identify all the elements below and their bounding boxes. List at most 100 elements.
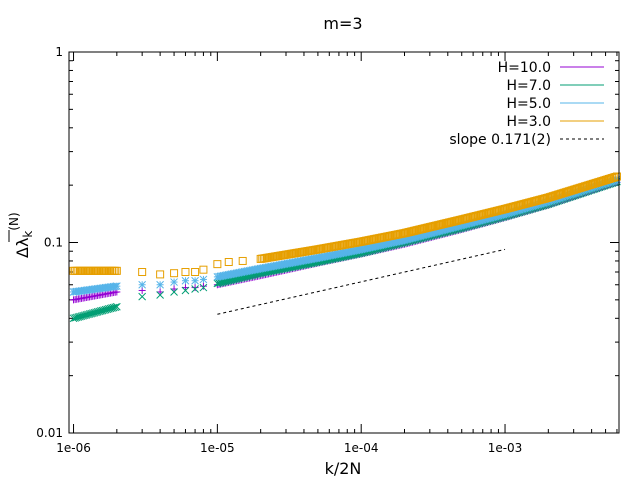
marker-stroke — [357, 245, 366, 254]
legend-label: H=10.0 — [498, 60, 551, 76]
marker-stroke — [191, 276, 199, 285]
y-tick-label: 0.1 — [44, 236, 63, 250]
y-tick-label: 1 — [55, 45, 63, 59]
data-point — [69, 314, 78, 323]
data-point — [199, 283, 208, 292]
series-layer — [69, 172, 621, 323]
marker-stroke — [156, 291, 164, 299]
data-point — [70, 296, 78, 304]
marker-box — [400, 229, 409, 238]
data-point — [213, 279, 222, 288]
data-point — [224, 258, 233, 267]
marker-stroke — [199, 283, 208, 292]
series-dense-band — [71, 173, 620, 275]
data-point — [612, 172, 621, 181]
marker-stroke — [69, 288, 78, 296]
data-point — [199, 265, 208, 274]
data-point — [181, 276, 190, 285]
y-axis-label-subscript: k — [21, 231, 35, 238]
data-point — [400, 229, 409, 238]
data-point — [501, 204, 510, 213]
data-point — [170, 288, 178, 296]
data-point — [181, 268, 190, 277]
data-point — [181, 286, 190, 295]
marker-box — [544, 193, 553, 202]
data-point — [191, 285, 199, 293]
marker-stroke — [69, 314, 78, 323]
marker-box — [156, 270, 165, 279]
marker-box — [191, 268, 200, 277]
marker-stroke — [191, 285, 199, 293]
marker-box — [138, 268, 147, 277]
marker-box — [224, 258, 233, 267]
data-point — [357, 245, 366, 254]
marker-box — [313, 245, 322, 254]
data-point — [213, 260, 222, 269]
data-point — [156, 280, 164, 289]
marker-stroke — [111, 303, 120, 312]
data-point — [138, 280, 147, 289]
series-dense-band — [71, 176, 620, 296]
marker-stroke — [181, 276, 190, 285]
marker-box — [612, 172, 621, 181]
legend: H=10.0 H=7.0 H=5.0 H=3.0 slope 0.171(2) — [449, 60, 604, 148]
x-tick-label: 1e-03 — [488, 441, 523, 455]
marker-stroke — [400, 236, 409, 244]
marker-box — [213, 260, 222, 269]
x-tick-label: 1e-05 — [200, 441, 235, 455]
data-point — [457, 215, 466, 224]
legend-label: H=3.0 — [506, 114, 551, 130]
data-point — [69, 288, 78, 296]
y-axis-label-superscript: (N) — [7, 212, 21, 230]
data-point — [191, 276, 199, 285]
marker-stroke — [181, 286, 190, 295]
data-point — [156, 291, 164, 299]
marker-box — [181, 268, 190, 277]
marker-box — [501, 204, 510, 213]
data-point — [238, 256, 247, 265]
series-H-3-0 — [69, 172, 621, 279]
y-tick-label: 0.01 — [36, 426, 63, 440]
marker-stroke — [213, 279, 222, 288]
marker-box — [238, 256, 247, 265]
data-point — [256, 264, 265, 273]
data-point — [213, 273, 222, 281]
y-axis-label-main: Δλ — [13, 238, 32, 258]
marker-box — [69, 266, 78, 275]
marker-stroke — [213, 273, 222, 281]
data-point-interp — [111, 303, 120, 312]
data-point — [112, 302, 121, 311]
y-axis-label-group: Δλk(N) — [7, 212, 35, 258]
marker-stroke — [170, 278, 178, 286]
data-point — [313, 245, 322, 254]
data-point — [314, 254, 322, 262]
data-point — [199, 275, 208, 284]
data-point — [138, 268, 147, 277]
legend-label: H=7.0 — [506, 78, 551, 94]
data-point — [191, 284, 199, 292]
data-point — [191, 268, 200, 277]
x-axis-label: k/2N — [325, 459, 362, 478]
data-point — [112, 282, 121, 291]
marker-box — [170, 269, 179, 278]
marker-box — [457, 215, 466, 224]
marker-stroke — [170, 288, 178, 296]
marker-stroke — [138, 292, 147, 301]
data-point — [69, 266, 78, 275]
legend-label: slope 0.171(2) — [449, 132, 551, 148]
marker-stroke — [256, 264, 265, 273]
data-point — [138, 292, 147, 301]
marker-box — [357, 237, 366, 246]
marker-stroke — [156, 280, 164, 289]
data-point — [544, 193, 553, 202]
data-point — [156, 270, 165, 279]
data-point — [170, 278, 178, 286]
x-tick-label: 1e-04 — [344, 441, 379, 455]
marker-box — [199, 265, 208, 274]
y-axis-label: Δλk(N) — [7, 212, 35, 258]
data-point — [256, 254, 265, 263]
marker-stroke — [112, 282, 121, 291]
marker-stroke — [199, 275, 208, 284]
marker-box — [256, 254, 265, 263]
